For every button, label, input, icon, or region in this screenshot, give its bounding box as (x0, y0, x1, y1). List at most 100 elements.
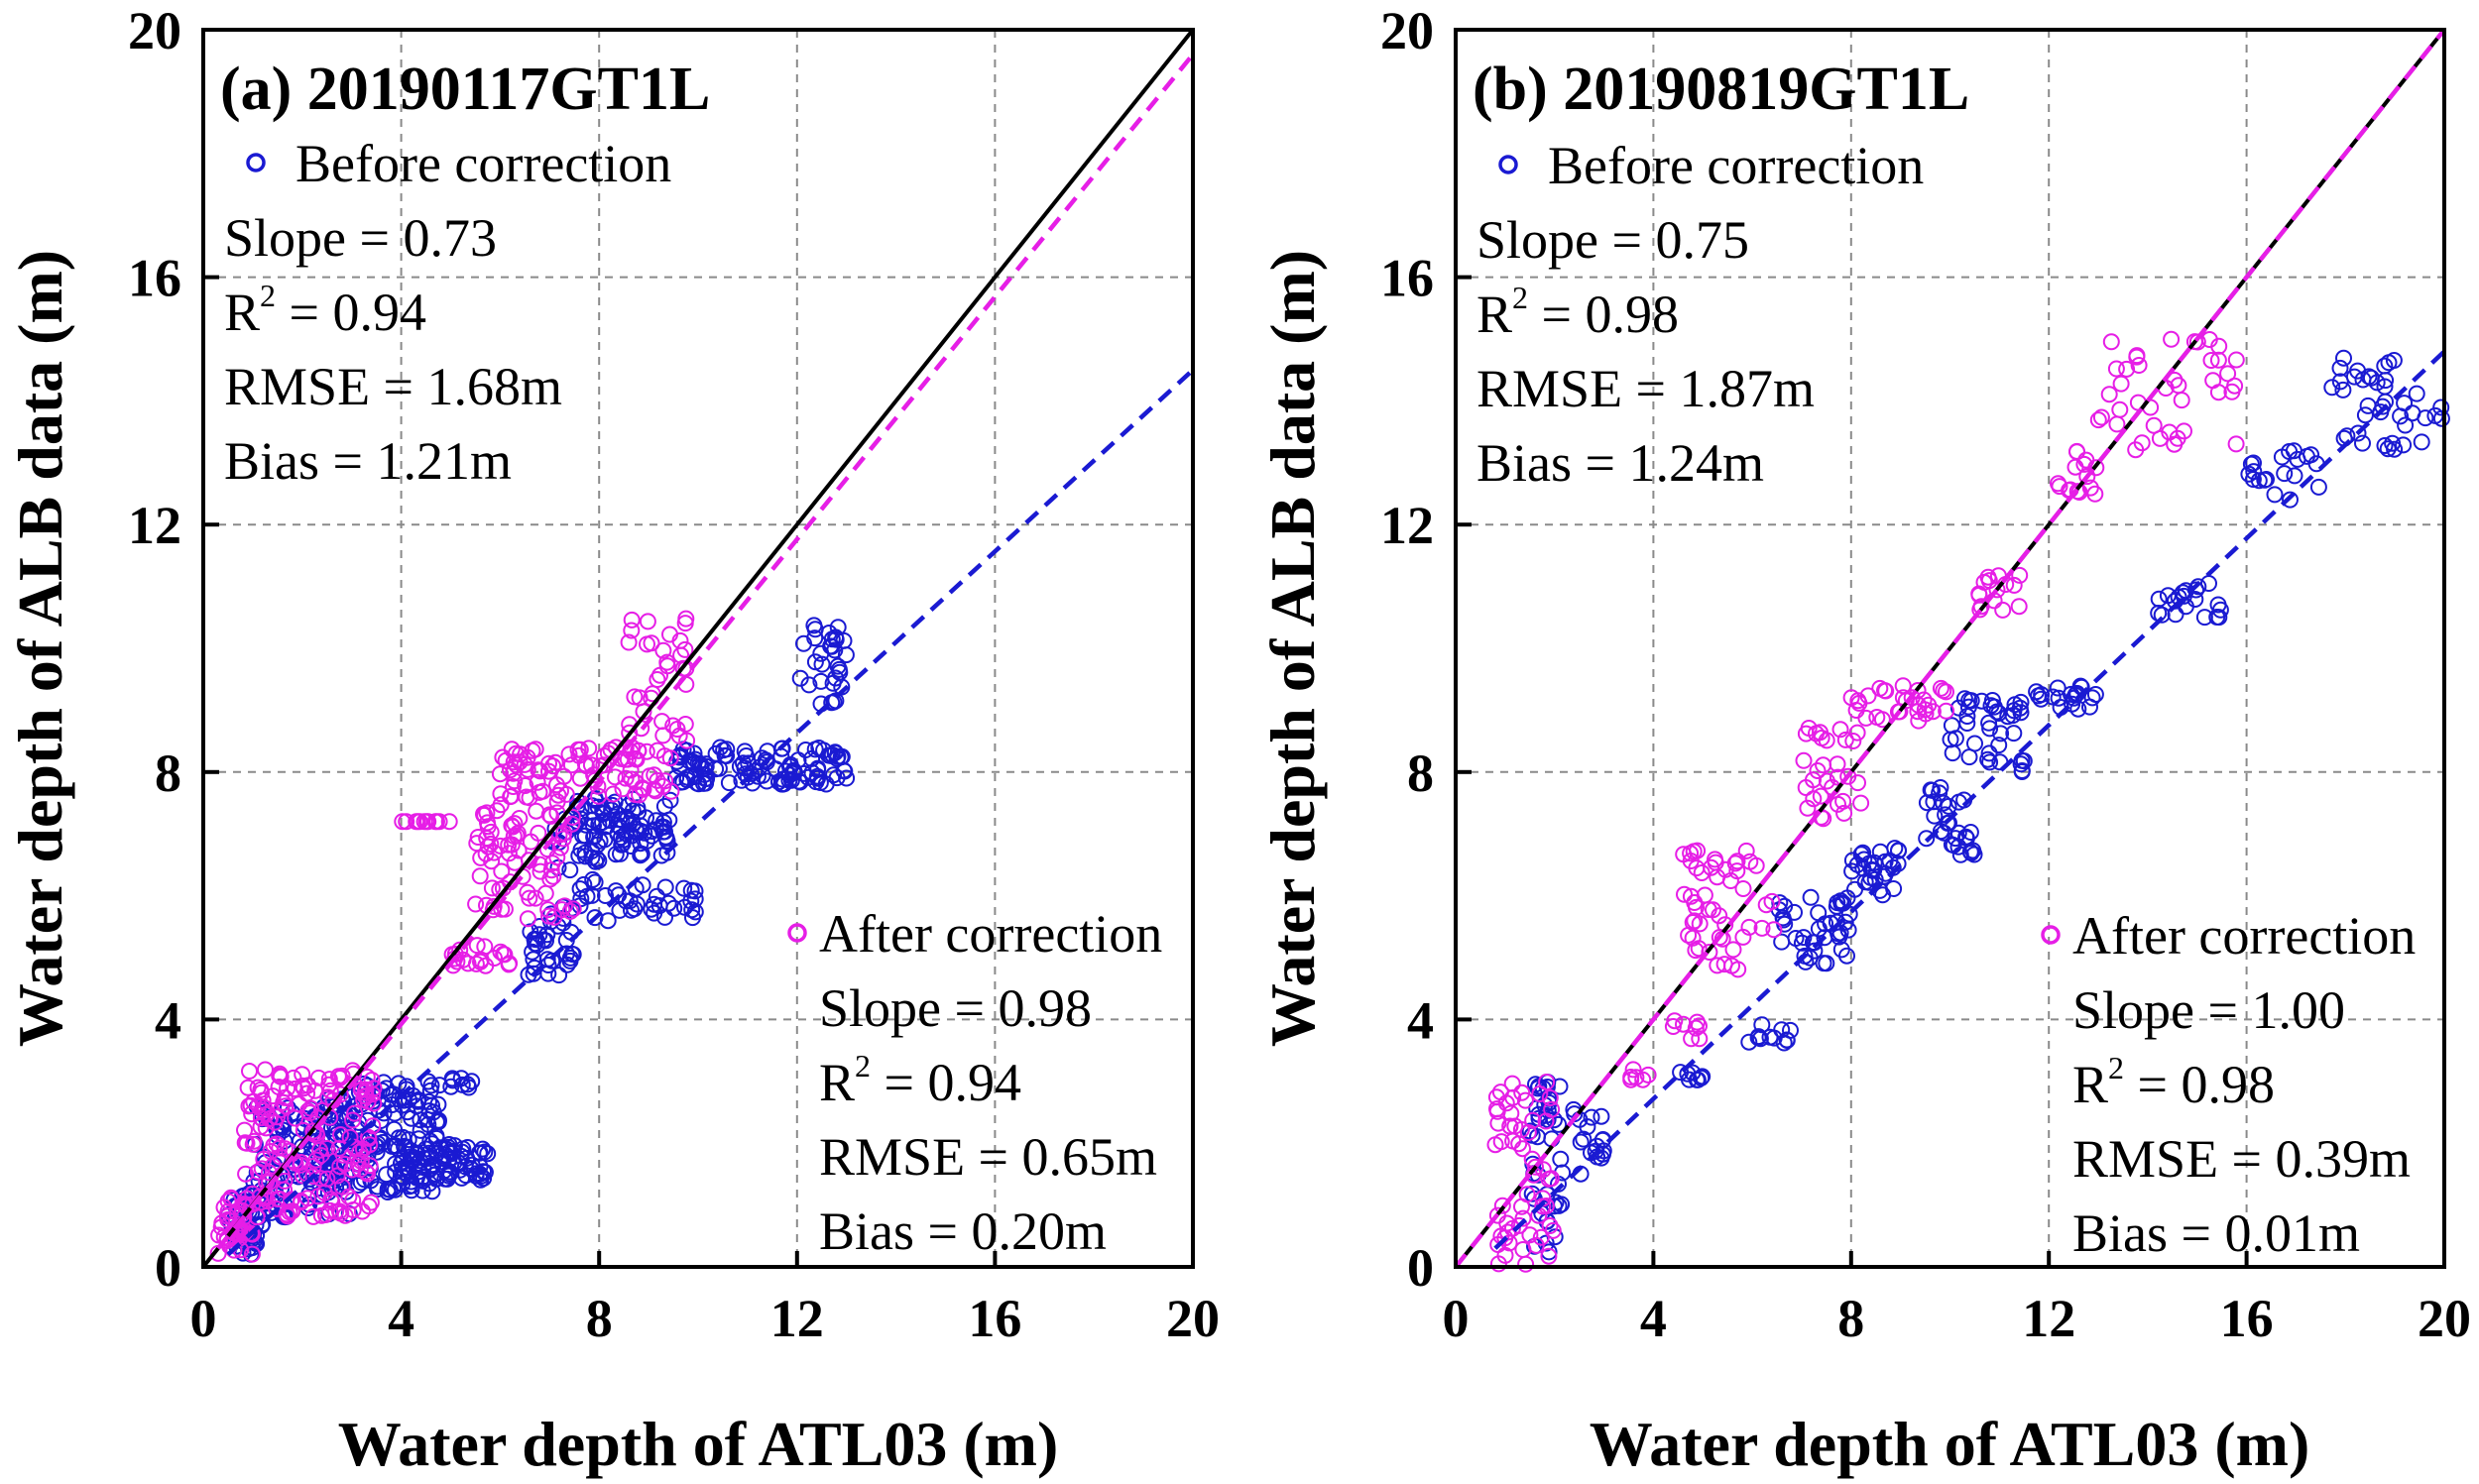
x-tick-label: 20 (2418, 1289, 2471, 1348)
data-point (2107, 360, 2125, 378)
data-point (2145, 416, 2163, 434)
slope-before-a: Slope = 0.73 (224, 208, 497, 268)
data-point (493, 862, 511, 880)
x-tick-label: 12 (2022, 1289, 2075, 1348)
data-point (1774, 909, 1792, 927)
slope-after-a: Slope = 0.98 (819, 978, 1092, 1038)
legend-label-before-b: Before correction (1548, 136, 1924, 195)
data-point (1868, 709, 1886, 726)
data-point (1903, 689, 1921, 707)
data-point (320, 1071, 338, 1088)
data-point (636, 824, 653, 842)
data-point (503, 787, 520, 805)
data-point (571, 741, 589, 758)
data-point (245, 1092, 263, 1110)
data-point (661, 791, 679, 809)
data-point (557, 785, 575, 803)
data-point (585, 766, 603, 784)
data-point (344, 1201, 362, 1218)
data-point (1544, 1221, 1562, 1239)
data-point (530, 824, 547, 842)
x-tick-label: 4 (1640, 1289, 1667, 1348)
data-point (554, 830, 572, 848)
data-point (452, 1070, 470, 1087)
data-point (1947, 730, 1964, 747)
data-point (519, 748, 536, 766)
data-point (649, 771, 666, 789)
data-point (561, 949, 579, 967)
y-axis-label-b: Water depth of ALB data (m) (1257, 250, 1328, 1047)
panel-title-b: (b) 20190819GT1L (1473, 56, 1969, 123)
data-point (300, 1196, 318, 1213)
data-point (684, 752, 701, 770)
data-point (250, 1097, 267, 1114)
y-axis-label-a: Water depth of ALB data (m) (5, 250, 75, 1047)
data-point (244, 1135, 262, 1153)
rmse-before-a: RMSE = 1.68m (224, 357, 562, 416)
data-point (2395, 436, 2413, 454)
data-point (505, 764, 523, 782)
y-tick-label: 20 (128, 1, 181, 60)
plot-frame-b (1454, 28, 2446, 1269)
fit-line-before (226, 368, 1195, 1257)
data-point (399, 1103, 416, 1121)
data-point (1734, 928, 1752, 946)
data-point (331, 1158, 349, 1176)
data-point (398, 813, 415, 831)
data-point (440, 1167, 458, 1185)
data-point (1787, 930, 1805, 947)
data-point (2331, 359, 2349, 377)
grid-a (203, 30, 1193, 1267)
data-point (809, 759, 827, 777)
legend-label-after-b: After correction (2072, 906, 2416, 966)
data-point (2354, 434, 2371, 452)
data-point (2013, 762, 2031, 779)
data-point (1707, 854, 1724, 871)
data-point (2092, 408, 2110, 426)
data-point (606, 768, 624, 786)
data-point (492, 785, 510, 803)
data-point (1510, 1216, 1528, 1234)
data-point (519, 910, 536, 928)
data-point (1514, 1140, 1531, 1158)
data-point (472, 849, 490, 866)
data-point (494, 748, 512, 766)
data-point (443, 1070, 461, 1087)
data-point (599, 912, 617, 930)
x-tick-label: 8 (586, 1289, 613, 1348)
data-point (1575, 1130, 1593, 1148)
data-point (344, 1111, 362, 1129)
panel-title-a: (a) 20190117GT1L (220, 56, 710, 123)
data-point (1818, 772, 1835, 790)
data-point (1828, 913, 1845, 931)
data-point (797, 742, 814, 758)
data-point (652, 818, 670, 836)
data-point (1800, 720, 1818, 737)
r2-sup-before-a: 2 (260, 278, 276, 313)
data-point (582, 756, 600, 774)
data-point (1676, 885, 1693, 903)
data-point (468, 937, 486, 955)
data-point (1711, 907, 1728, 925)
data-point (1981, 720, 1999, 738)
data-point (1753, 919, 1771, 937)
data-point (2285, 442, 2302, 460)
data-point (633, 846, 650, 862)
data-point (1537, 1234, 1555, 1252)
data-point (2282, 491, 2299, 509)
data-point (718, 741, 736, 758)
legend-label-before-a: Before correction (295, 134, 671, 193)
data-point (791, 669, 809, 687)
data-point (828, 769, 846, 787)
data-point (1839, 921, 1857, 939)
data-point (1852, 846, 1870, 863)
data-point (2210, 337, 2228, 355)
data-point (2404, 404, 2421, 422)
data-point (478, 804, 496, 822)
x-axis-label-b: Water depth of ATL03 (m) (1590, 1409, 2310, 1479)
data-point (423, 1183, 441, 1200)
data-point (2202, 352, 2220, 369)
data-point (825, 693, 843, 711)
data-point (2323, 379, 2341, 397)
data-point (1843, 852, 1861, 869)
